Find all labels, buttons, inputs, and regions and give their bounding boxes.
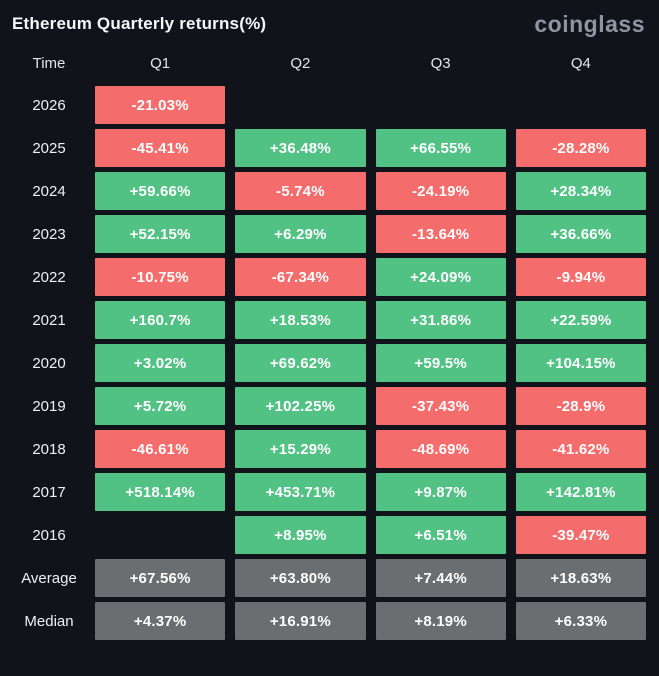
return-cell: +8.19%	[375, 602, 506, 640]
return-cell: -28.9%	[515, 387, 646, 425]
return-cell: -41.62%	[515, 430, 646, 468]
return-cell: +6.29%	[235, 215, 366, 253]
row-label: 2024	[32, 182, 66, 200]
return-cell: +24.09%	[375, 258, 506, 296]
return-cell: +69.62%	[235, 344, 366, 382]
row-label: 2022	[32, 268, 66, 286]
row-label: 2018	[32, 440, 66, 458]
return-cell: +59.66%	[95, 172, 226, 210]
table-header-row: Time Q1 Q2 Q3 Q4	[13, 51, 646, 75]
return-cell: -37.43%	[375, 387, 506, 425]
return-cell: -48.69%	[375, 430, 506, 468]
return-cell: +16.91%	[235, 602, 366, 640]
return-cell: +59.5%	[375, 344, 506, 382]
table-row: 2020 +3.02% +69.62% +59.5% +104.15%	[13, 344, 646, 382]
row-label: Average	[21, 569, 77, 587]
column-header-q4: Q4	[570, 54, 591, 72]
return-cell: -67.34%	[235, 258, 366, 296]
return-cell: +4.37%	[95, 602, 226, 640]
return-cell: +36.48%	[235, 129, 366, 167]
table-row: 2016 +8.95% +6.51% -39.47%	[13, 516, 646, 554]
table-row: 2023 +52.15% +6.29% -13.64% +36.66%	[13, 215, 646, 253]
table-body: 2026 -21.03% 2025 -45.41% +36.48% +66.55% -28.…	[13, 86, 646, 640]
return-cell: +160.7%	[95, 301, 226, 339]
return-cell: +66.55%	[375, 129, 506, 167]
return-cell: +142.81%	[515, 473, 646, 511]
row-label: 2021	[32, 311, 66, 329]
table-row: Median +4.37% +16.91% +8.19% +6.33%	[13, 602, 646, 640]
table-row: 2018 -46.61% +15.29% -48.69% -41.62%	[13, 430, 646, 468]
table-row: 2017 +518.14% +453.71% +9.87% +142.81%	[13, 473, 646, 511]
return-cell: +8.95%	[235, 516, 366, 554]
return-cell: +15.29%	[235, 430, 366, 468]
page-title: Ethereum Quarterly returns(%)	[12, 14, 267, 33]
coinglass-logo: coinglass	[534, 11, 645, 37]
table-row: 2026 -21.03%	[13, 86, 646, 124]
return-cell: -24.19%	[375, 172, 506, 210]
return-cell	[516, 86, 646, 124]
return-cell: +36.66%	[515, 215, 646, 253]
row-label: 2017	[32, 483, 66, 501]
table-row: 2022 -10.75% -67.34% +24.09% -9.94%	[13, 258, 646, 296]
row-label: 2020	[32, 354, 66, 372]
row-label: 2026	[32, 96, 66, 114]
return-cell: -5.74%	[235, 172, 366, 210]
column-header-q1: Q1	[150, 54, 171, 72]
column-header-q2: Q2	[290, 54, 311, 72]
column-header-time: Time	[32, 54, 66, 72]
return-cell: -10.75%	[95, 258, 226, 296]
return-cell: +453.71%	[235, 473, 366, 511]
return-cell: +63.80%	[235, 559, 366, 597]
return-cell: +52.15%	[95, 215, 226, 253]
return-cell: -45.41%	[95, 129, 226, 167]
column-header-q3: Q3	[430, 54, 451, 72]
return-cell: +7.44%	[375, 559, 506, 597]
return-cell: +31.86%	[375, 301, 506, 339]
return-cell: +6.51%	[375, 516, 506, 554]
return-cell: +102.25%	[235, 387, 366, 425]
row-label: 2025	[32, 139, 66, 157]
return-cell	[95, 516, 225, 554]
return-cell: +18.63%	[515, 559, 646, 597]
table-row: Average +67.56% +63.80% +7.44% +18.63%	[13, 559, 646, 597]
return-cell: +9.87%	[375, 473, 506, 511]
return-cell: -21.03%	[95, 86, 226, 124]
return-cell: +22.59%	[515, 301, 646, 339]
return-cell: -28.28%	[515, 129, 646, 167]
table-row: 2021 +160.7% +18.53% +31.86% +22.59%	[13, 301, 646, 339]
return-cell: -9.94%	[515, 258, 646, 296]
return-cell	[235, 86, 365, 124]
row-label: 2023	[32, 225, 66, 243]
return-cell: +28.34%	[515, 172, 646, 210]
return-cell: +6.33%	[515, 602, 646, 640]
return-cell: -39.47%	[515, 516, 646, 554]
returns-table: Time Q1 Q2 Q3 Q4 2026 -21.03% 2025 -45.41% +…	[0, 51, 659, 640]
return-cell: -46.61%	[95, 430, 226, 468]
return-cell: +18.53%	[235, 301, 366, 339]
return-cell: +518.14%	[95, 473, 226, 511]
table-row: 2024 +59.66% -5.74% -24.19% +28.34%	[13, 172, 646, 210]
return-cell: -13.64%	[375, 215, 506, 253]
row-label: 2019	[32, 397, 66, 415]
row-label: 2016	[32, 526, 66, 544]
row-label: Median	[24, 612, 74, 630]
header: Ethereum Quarterly returns(%) coinglass	[0, 0, 659, 37]
table-row: 2025 -45.41% +36.48% +66.55% -28.28%	[13, 129, 646, 167]
return-cell: +67.56%	[95, 559, 226, 597]
return-cell: +5.72%	[95, 387, 226, 425]
return-cell: +104.15%	[515, 344, 646, 382]
return-cell	[376, 86, 506, 124]
return-cell: +3.02%	[95, 344, 226, 382]
table-row: 2019 +5.72% +102.25% -37.43% -28.9%	[13, 387, 646, 425]
